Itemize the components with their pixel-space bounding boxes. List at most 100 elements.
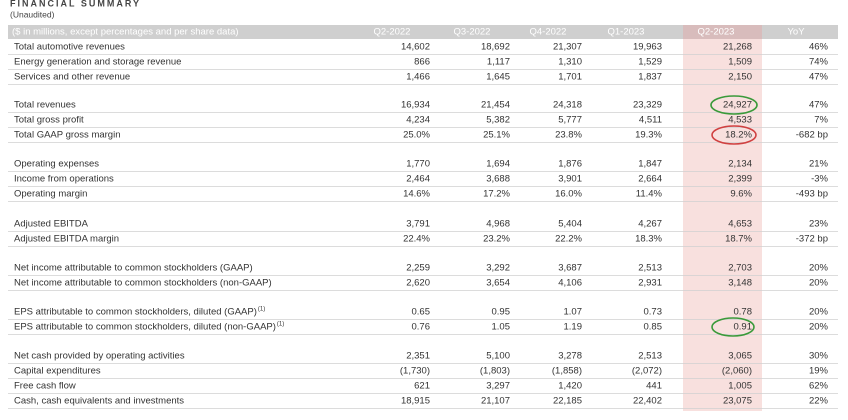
- cell-value: 19%: [809, 366, 829, 377]
- cell-value: 23%: [809, 219, 829, 230]
- cell-value: 2,134: [728, 159, 752, 170]
- cell-value: 0.78: [734, 307, 753, 318]
- cell-value: 4,267: [638, 219, 662, 230]
- cell-value: 0.73: [644, 307, 663, 318]
- cell-value: 3,278: [558, 351, 582, 362]
- cell-value: 62%: [809, 381, 829, 392]
- cell-value: 0.95: [492, 307, 511, 318]
- cell-value: 20%: [809, 307, 829, 318]
- cell-value: 9.6%: [730, 189, 752, 200]
- cell-value: 3,654: [486, 278, 510, 289]
- cell-value: 2,513: [638, 351, 662, 362]
- cell-value: 1.05: [492, 322, 511, 333]
- cell-value: 5,777: [558, 115, 582, 126]
- cell-value: 20%: [809, 322, 829, 333]
- cell-value: 16,934: [401, 100, 430, 111]
- column-header: YoY: [787, 27, 805, 38]
- row-label: Net income attributable to common stockh…: [14, 263, 253, 274]
- cell-value: 47%: [809, 100, 829, 111]
- cell-value: 2,464: [406, 174, 430, 185]
- cell-value: 22,185: [553, 396, 582, 407]
- cell-value: 3,687: [558, 263, 582, 274]
- footnote-mark: (1): [258, 307, 265, 313]
- cell-value: 4,106: [558, 278, 582, 289]
- cell-value: -682 bp: [796, 130, 828, 141]
- circle-annotation: [711, 317, 755, 337]
- row-label: Adjusted EBITDA: [14, 219, 89, 230]
- cell-value: 4,511: [639, 115, 662, 126]
- row-label: EPS attributable to common stockholders,…: [14, 307, 257, 318]
- cell-value: 5,404: [558, 219, 582, 230]
- cell-value: 16.0%: [555, 189, 582, 200]
- row-label: Total gross profit: [14, 115, 84, 126]
- cell-value: 14.6%: [403, 189, 430, 200]
- row-label: Total automotive revenues: [14, 42, 125, 53]
- cell-value: 0.85: [644, 322, 663, 333]
- cell-value: -372 bp: [796, 234, 828, 245]
- cell-value: 2,150: [728, 72, 752, 83]
- cell-value: 3,791: [406, 219, 430, 230]
- cell-value: 22.2%: [555, 234, 582, 245]
- cell-value: 2,620: [406, 278, 430, 289]
- cell-value: 3,148: [728, 278, 752, 289]
- cell-value: 24,318: [553, 100, 582, 111]
- cell-value: 21,307: [553, 42, 582, 53]
- row-label: EPS attributable to common stockholders,…: [14, 322, 276, 333]
- row-label: Services and other revenue: [14, 72, 130, 83]
- cell-value: 21%: [809, 159, 829, 170]
- column-header: Q1-2023: [608, 27, 645, 38]
- footnote-mark: (1): [277, 322, 284, 328]
- column-header: ($ in millions, except percentages and p…: [12, 27, 239, 38]
- cell-value: 22.4%: [403, 234, 430, 245]
- cell-value: 17.2%: [483, 189, 510, 200]
- row-label: Total GAAP gross margin: [14, 130, 120, 141]
- cell-value: 1,645: [486, 72, 510, 83]
- cell-value: 23.8%: [555, 130, 582, 141]
- cell-value: 1,509: [728, 57, 752, 68]
- cell-value: 21,107: [481, 396, 510, 407]
- header-band: [8, 25, 838, 39]
- cell-value: 1.07: [564, 307, 583, 318]
- cell-value: 3,297: [486, 381, 510, 392]
- row-label: Net cash provided by operating activitie…: [14, 351, 185, 362]
- row-label: Free cash flow: [14, 381, 76, 392]
- cell-value: 1,847: [638, 159, 662, 170]
- cell-value: 1,529: [638, 57, 662, 68]
- cell-value: 18.2%: [725, 130, 752, 141]
- cell-value: 22%: [809, 396, 829, 407]
- row-label: Adjusted EBITDA margin: [14, 234, 119, 245]
- cell-value: 7%: [814, 115, 828, 126]
- cell-value: 621: [414, 381, 430, 392]
- cell-value: 1,310: [558, 57, 582, 68]
- cell-value: (1,803): [480, 366, 510, 377]
- table-body: ($ in millions, except percentages and p…: [8, 27, 838, 409]
- cell-value: 18.3%: [635, 234, 662, 245]
- cell-value: 3,688: [486, 174, 510, 185]
- row-label: Capital expenditures: [14, 366, 101, 377]
- cell-value: (1,858): [552, 366, 582, 377]
- cell-value: 2,703: [728, 263, 752, 274]
- cell-value: 25.1%: [483, 130, 510, 141]
- cell-value: 14,602: [401, 42, 430, 53]
- cell-value: (1,730): [400, 366, 430, 377]
- cell-value: 1,701: [558, 72, 582, 83]
- cell-value: 18,915: [401, 396, 430, 407]
- cell-value: (2,072): [632, 366, 662, 377]
- cell-value: 22,402: [633, 396, 662, 407]
- cell-value: 5,382: [486, 115, 510, 126]
- row-label: Net income attributable to common stockh…: [14, 278, 272, 289]
- column-header: Q2-2023: [698, 27, 735, 38]
- cell-value: 23.2%: [483, 234, 510, 245]
- cell-value: 1,876: [558, 159, 582, 170]
- cell-value: 2,351: [406, 351, 430, 362]
- cell-value: 1.19: [564, 322, 583, 333]
- cell-value: 74%: [809, 57, 829, 68]
- cell-value: (2,060): [722, 366, 752, 377]
- cell-value: 2,931: [638, 278, 662, 289]
- cell-value: 441: [646, 381, 662, 392]
- cell-value: 1,770: [406, 159, 430, 170]
- column-header: Q4-2022: [530, 27, 567, 38]
- cell-value: 2,664: [638, 174, 662, 185]
- cell-value: 21,454: [481, 100, 510, 111]
